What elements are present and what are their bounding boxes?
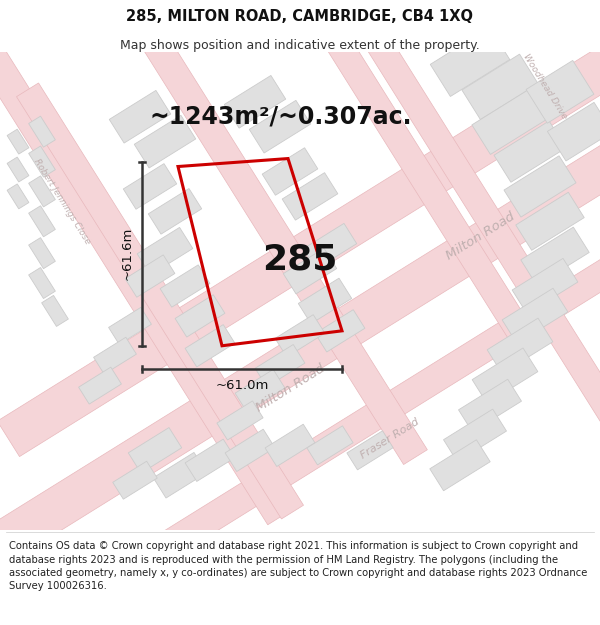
Polygon shape: [109, 91, 171, 143]
Polygon shape: [430, 440, 490, 491]
Polygon shape: [487, 318, 553, 373]
Polygon shape: [249, 101, 311, 153]
Polygon shape: [123, 164, 177, 209]
Polygon shape: [153, 452, 207, 498]
Polygon shape: [125, 255, 175, 298]
Polygon shape: [494, 121, 566, 182]
Polygon shape: [16, 83, 304, 519]
Polygon shape: [462, 54, 538, 119]
Polygon shape: [346, 3, 600, 439]
Polygon shape: [29, 176, 55, 207]
Polygon shape: [224, 76, 286, 128]
Text: Milton Road: Milton Road: [443, 210, 517, 262]
Polygon shape: [160, 265, 210, 307]
Polygon shape: [0, 121, 600, 625]
Polygon shape: [94, 338, 136, 374]
Polygon shape: [458, 379, 521, 432]
Polygon shape: [41, 296, 68, 326]
Polygon shape: [547, 102, 600, 161]
Polygon shape: [7, 129, 29, 154]
Polygon shape: [185, 324, 235, 367]
Polygon shape: [282, 173, 338, 220]
Polygon shape: [347, 431, 393, 470]
Polygon shape: [29, 238, 55, 269]
Text: Map shows position and indicative extent of the property.: Map shows position and indicative extent…: [120, 39, 480, 52]
Text: Contains OS data © Crown copyright and database right 2021. This information is : Contains OS data © Crown copyright and d…: [9, 541, 587, 591]
Text: Robert Jennings Close: Robert Jennings Close: [32, 157, 92, 246]
Polygon shape: [29, 116, 55, 147]
Polygon shape: [283, 248, 337, 294]
Polygon shape: [137, 228, 193, 275]
Polygon shape: [128, 428, 182, 473]
Polygon shape: [0, 0, 293, 525]
Text: ~1243m²/~0.307ac.: ~1243m²/~0.307ac.: [150, 105, 413, 129]
Polygon shape: [303, 223, 357, 269]
Polygon shape: [443, 409, 506, 462]
Polygon shape: [29, 268, 55, 299]
Polygon shape: [275, 314, 325, 357]
Text: Milton Road: Milton Road: [253, 362, 327, 415]
Text: 285: 285: [262, 242, 338, 276]
Polygon shape: [235, 369, 285, 412]
Polygon shape: [430, 28, 510, 96]
Text: ~61.6m: ~61.6m: [121, 227, 134, 281]
Polygon shape: [512, 258, 578, 314]
Polygon shape: [109, 308, 151, 344]
Polygon shape: [526, 61, 594, 123]
Text: Woodhead Drive: Woodhead Drive: [521, 52, 569, 121]
Polygon shape: [255, 344, 305, 387]
Polygon shape: [315, 309, 365, 352]
Polygon shape: [307, 426, 353, 465]
Polygon shape: [29, 146, 55, 177]
Polygon shape: [0, 0, 600, 457]
Polygon shape: [185, 439, 235, 481]
Polygon shape: [472, 348, 538, 403]
Polygon shape: [265, 424, 315, 466]
Polygon shape: [79, 367, 121, 404]
Polygon shape: [298, 278, 352, 324]
Polygon shape: [217, 401, 263, 440]
Polygon shape: [502, 288, 568, 344]
Polygon shape: [148, 189, 202, 234]
Polygon shape: [256, 0, 544, 359]
Polygon shape: [7, 157, 29, 182]
Polygon shape: [516, 192, 584, 251]
Polygon shape: [134, 115, 196, 168]
Polygon shape: [0, 176, 600, 625]
Polygon shape: [175, 295, 225, 337]
Polygon shape: [7, 184, 29, 209]
Polygon shape: [225, 429, 275, 471]
Polygon shape: [32, 0, 427, 464]
Text: 285, MILTON ROAD, CAMBRIDGE, CB4 1XQ: 285, MILTON ROAD, CAMBRIDGE, CB4 1XQ: [127, 9, 473, 24]
Polygon shape: [262, 148, 318, 195]
Text: Fraser Road: Fraser Road: [359, 416, 421, 461]
Polygon shape: [472, 89, 548, 154]
Polygon shape: [504, 156, 576, 217]
Polygon shape: [521, 227, 589, 285]
Text: ~61.0m: ~61.0m: [215, 379, 269, 392]
Polygon shape: [113, 461, 157, 499]
Polygon shape: [29, 206, 55, 237]
